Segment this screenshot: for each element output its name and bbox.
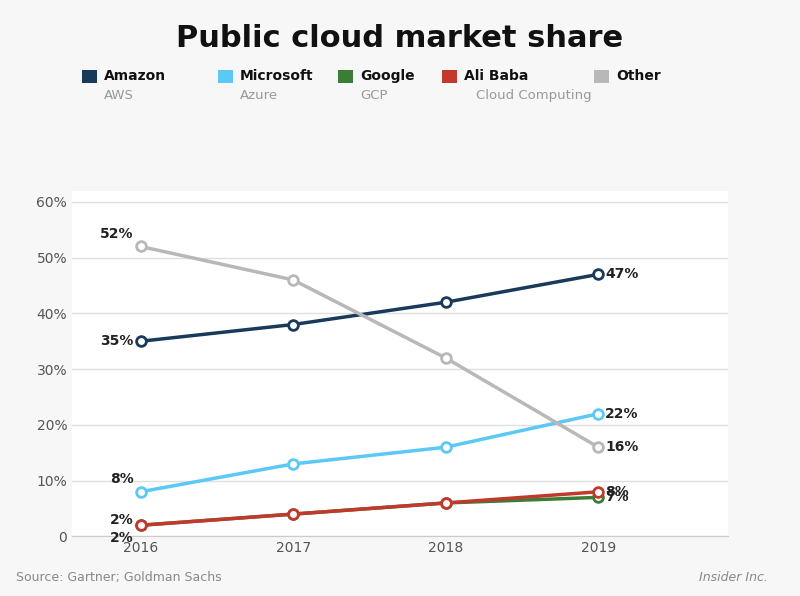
Text: Amazon: Amazon [104,69,166,83]
Text: 47%: 47% [606,268,638,281]
Text: Ali Baba: Ali Baba [464,69,528,83]
Text: 8%: 8% [606,485,629,499]
Text: 52%: 52% [100,227,134,241]
Text: 8%: 8% [110,472,134,486]
Text: Source: Gartner; Goldman Sachs: Source: Gartner; Goldman Sachs [16,571,222,584]
Text: Google: Google [360,69,414,83]
Text: 2%: 2% [110,531,134,545]
Text: AWS: AWS [104,89,134,103]
Text: 22%: 22% [606,406,638,421]
Text: 35%: 35% [100,334,134,348]
Text: Microsoft: Microsoft [240,69,314,83]
Text: 7%: 7% [606,491,629,504]
Text: 2%: 2% [110,513,134,527]
Text: Cloud Computing: Cloud Computing [476,89,592,103]
Text: Other: Other [616,69,661,83]
Text: 16%: 16% [606,440,638,454]
Text: Insider Inc.: Insider Inc. [699,571,768,584]
Text: GCP: GCP [360,89,387,103]
Text: Public cloud market share: Public cloud market share [177,24,623,53]
Text: Azure: Azure [240,89,278,103]
